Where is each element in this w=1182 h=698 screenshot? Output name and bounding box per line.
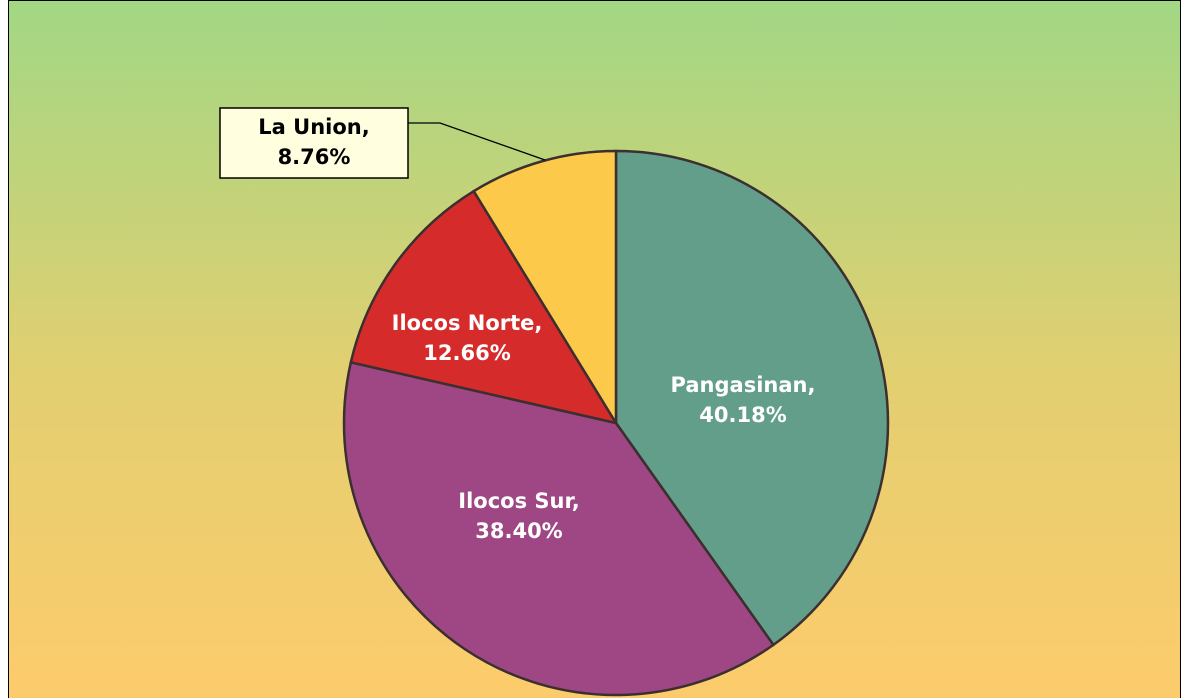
- pie-slice: [349, 189, 619, 425]
- data-label: La Union, 8.76%: [258, 115, 370, 169]
- data-label: Ilocos Sur, 38.40%: [458, 489, 580, 543]
- data-label: Pangasinan, 40.18%: [670, 373, 816, 427]
- data-label: Ilocos Norte, 12.66%: [391, 311, 543, 365]
- pie-slice: [342, 360, 776, 697]
- leader-line: [408, 122, 546, 161]
- pie-slice: [614, 149, 890, 647]
- pie-slice: [472, 149, 618, 428]
- callout-box: [219, 107, 409, 179]
